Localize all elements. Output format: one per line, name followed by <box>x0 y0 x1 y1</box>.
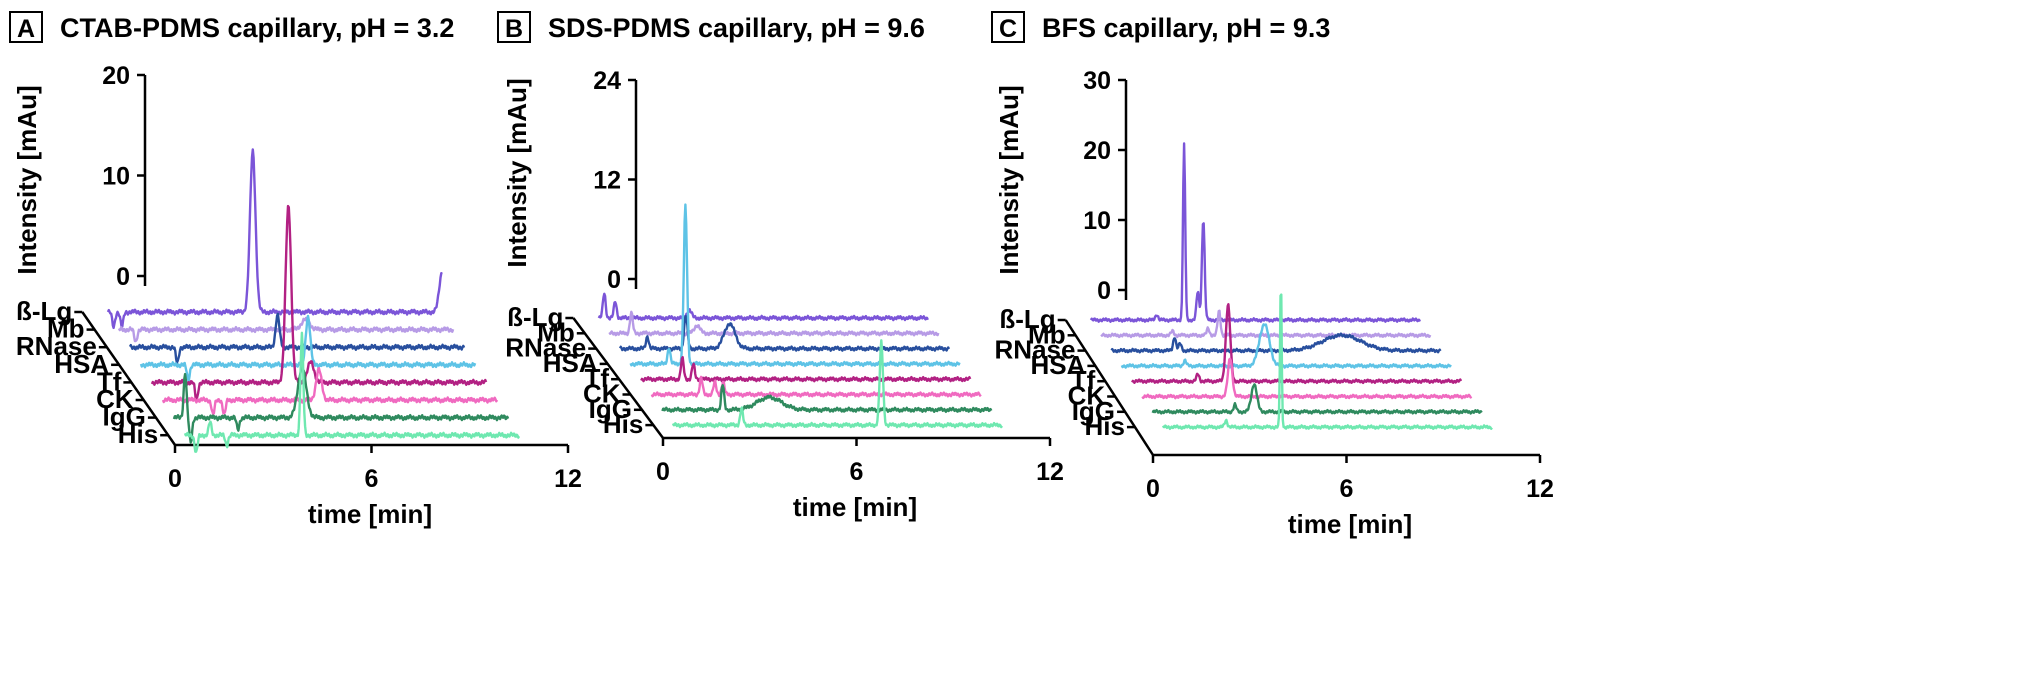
chart-panel-b: B SDS-PDMS capillary, pH = 9.6 0 12 24 Intens… <box>497 11 1064 522</box>
series-label-hsa: HSA <box>543 348 598 378</box>
trace-ck <box>1141 357 1473 400</box>
series-label-ck: CK <box>1068 381 1106 411</box>
x-tick-label: 0 <box>656 458 670 486</box>
series-label-tf: Tf <box>585 363 610 393</box>
x-tick-label: 0 <box>1146 475 1160 503</box>
y-tick-label: 10 <box>1083 207 1111 235</box>
y-tick-label: 0 <box>1097 277 1111 305</box>
series-label-hsa: HSA <box>54 349 109 379</box>
series-label-his: His <box>1084 411 1124 441</box>
series-label-rnase: RNase <box>505 333 586 363</box>
chart-title: CTAB-PDMS capillary, pH = 3.2 <box>60 13 454 43</box>
x-tick-label: 0 <box>168 465 182 493</box>
trace-hsa <box>629 203 961 368</box>
x-axis-label: time [min] <box>1288 509 1412 539</box>
y-tick-label: 0 <box>116 263 130 291</box>
series-label-his: His <box>603 409 643 439</box>
trace-his <box>183 331 521 453</box>
trace-lg <box>597 292 929 322</box>
trace-rnase <box>618 315 951 352</box>
series-label-igg: IgG <box>103 402 146 432</box>
series-label-igg: IgG <box>1072 396 1115 426</box>
panel-letter: C <box>999 15 1017 43</box>
y-tick-label: 10 <box>102 163 130 191</box>
x-axis-label: time [min] <box>308 499 432 529</box>
series-label-ck: CK <box>583 379 621 409</box>
trace-mb <box>117 316 455 343</box>
chart-title: SDS-PDMS capillary, pH = 9.6 <box>548 13 925 43</box>
trace-mb <box>608 310 940 337</box>
y-axis-label: Intensity [mAu] <box>502 78 532 267</box>
chart-panel-c: C BFS capillary, pH = 9.3 0 10 20 30 Intensity… <box>991 11 1554 539</box>
trace-ck <box>161 366 499 415</box>
y-tick-label: 12 <box>593 167 621 195</box>
y-tick-label: 30 <box>1083 67 1111 95</box>
series-label-hsa: HSA <box>1030 350 1085 380</box>
series-label-igg: IgG <box>589 394 632 424</box>
series-label-tf: Tf <box>97 366 122 396</box>
panel-letter-box <box>9 11 43 43</box>
series-label-lg: ß-Lg <box>507 302 563 332</box>
trace-lg <box>106 148 443 330</box>
series-label-mb: Mb <box>47 314 85 344</box>
trace-hsa <box>1120 323 1452 369</box>
trace-hsa <box>139 314 477 383</box>
trace-mb <box>1100 309 1432 339</box>
y-axis-label: Intensity [mAu] <box>994 85 1024 274</box>
trace-ck <box>650 375 982 398</box>
x-tick-label: 6 <box>850 458 864 486</box>
y-tick-label: 0 <box>607 266 621 294</box>
x-tick-label: 6 <box>1340 475 1354 503</box>
panel-letter-box <box>497 11 531 43</box>
series-label-lg: ß-Lg <box>16 296 72 326</box>
trace-igg <box>661 384 993 414</box>
depth-axis-line <box>1064 319 1155 456</box>
series-label-lg: ß-Lg <box>999 304 1055 334</box>
trace-rnase <box>128 312 466 364</box>
trace-lg <box>1089 142 1421 323</box>
series-label-his: His <box>118 419 158 449</box>
y-axis-label: Intensity [mAu] <box>12 85 42 274</box>
series-label-ck: CK <box>96 384 134 414</box>
trace-his <box>1161 293 1493 430</box>
x-tick-label: 6 <box>365 465 379 493</box>
trace-his <box>671 339 1003 429</box>
x-axis-label: time [min] <box>793 492 917 522</box>
trace-tf <box>150 204 488 401</box>
panel-letter-box <box>991 11 1025 43</box>
x-tick-label: 12 <box>1526 475 1554 503</box>
series-label-mb: Mb <box>1028 319 1066 349</box>
series-label-rnase: RNase <box>995 335 1076 365</box>
chart-panel-a: A CTAB-PDMS capillary, pH = 3.2 0 10 20 Inten… <box>9 11 582 529</box>
trace-rnase <box>1110 332 1442 354</box>
y-tick-label: 20 <box>102 62 130 90</box>
x-tick-label: 12 <box>554 465 582 493</box>
y-tick-label: 20 <box>1083 137 1111 165</box>
depth-axis-line <box>81 311 177 446</box>
trace-igg <box>1151 383 1483 415</box>
series-label-mb: Mb <box>537 317 575 347</box>
panel-letter: A <box>17 15 35 43</box>
trace-igg <box>172 365 510 444</box>
chart-title: BFS capillary, pH = 9.3 <box>1042 13 1330 43</box>
trace-tf <box>1131 303 1463 385</box>
x-tick-label: 12 <box>1036 458 1064 486</box>
panel-letter: B <box>505 15 523 43</box>
series-label-rnase: RNase <box>16 331 97 361</box>
trace-tf <box>640 356 972 383</box>
y-tick-label: 24 <box>593 67 621 95</box>
series-label-tf: Tf <box>1071 365 1096 395</box>
